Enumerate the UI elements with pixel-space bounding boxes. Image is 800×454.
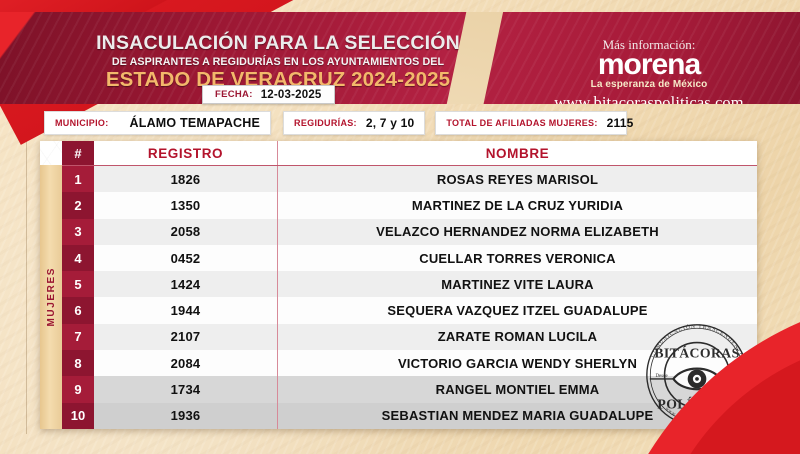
row-number: 7 bbox=[62, 323, 94, 351]
row-nombre: SEQUERA VAZQUEZ ITZEL GUADALUPE bbox=[278, 297, 757, 324]
table-row: 2 1350 MARTINEZ DE LA CRUZ YURIDIA bbox=[62, 192, 757, 219]
row-nombre: VICTORIO GARCIA WENDY SHERLYN bbox=[278, 350, 757, 377]
table-row: 9 1734 RANGEL MONTIEL EMMA bbox=[62, 376, 757, 403]
date-chip: FECHA: 12-03-2025 bbox=[202, 85, 335, 104]
table-row: 3 2058 VELAZCO HERNANDEZ NORMA ELIZABETH bbox=[62, 218, 757, 245]
row-number: 2 bbox=[62, 192, 94, 219]
total-women-label: TOTAL DE AFILIADAS MUJERES: bbox=[446, 118, 598, 128]
table-row: 7 2107 ZARATE ROMAN LUCILA bbox=[62, 323, 757, 351]
municipality-value: ÁLAMO TEMAPACHE bbox=[129, 116, 261, 130]
category-side-label: MUJERES bbox=[40, 165, 62, 429]
row-number: 3 bbox=[62, 218, 94, 245]
municipality-chip: MUNICIPIO: ÁLAMO TEMAPACHE bbox=[44, 111, 272, 135]
date-label: FECHA: bbox=[215, 89, 253, 100]
table-row: 6 1944 SEQUERA VAZQUEZ ITZEL GUADALUPE bbox=[62, 297, 757, 324]
row-number: 4 bbox=[62, 244, 94, 272]
title-line-1: INSACULACIÓN PARA LA SELECCIÓN bbox=[96, 32, 460, 54]
table-row: 5 1424 MARTINEZ VITE LAURA bbox=[62, 271, 757, 298]
row-registro: 0452 bbox=[94, 244, 278, 272]
row-registro: 1936 bbox=[94, 402, 278, 429]
row-nombre: ZARATE ROMAN LUCILA bbox=[278, 323, 757, 351]
results-table-card: MUJERES # REGISTRO NOMBRE 1 1826 ROSAS R… bbox=[40, 141, 757, 429]
row-number: 6 bbox=[62, 297, 94, 324]
row-registro: 2107 bbox=[94, 323, 278, 351]
row-number: 10 bbox=[62, 402, 94, 429]
row-number: 1 bbox=[62, 166, 94, 193]
row-nombre: ROSAS REYES MARISOL bbox=[278, 166, 757, 193]
table-header-row: # REGISTRO NOMBRE bbox=[62, 141, 757, 166]
row-registro: 1424 bbox=[94, 271, 278, 298]
info-bar: MUNICIPIO: ÁLAMO TEMAPACHE REGIDURÍAS: 2… bbox=[44, 111, 633, 135]
results-table: # REGISTRO NOMBRE 1 1826 ROSAS REYES MAR… bbox=[62, 141, 757, 429]
title-line-3: ESTADO DE VERACRUZ 2024-2025 bbox=[105, 68, 451, 92]
row-nombre: RANGEL MONTIEL EMMA bbox=[278, 376, 757, 403]
brand-block: Más información: morena La esperanza de … bbox=[540, 37, 758, 104]
total-women-chip: TOTAL DE AFILIADAS MUJERES: 2115 bbox=[435, 111, 633, 135]
row-registro: 1350 bbox=[94, 192, 278, 219]
row-registro: 2058 bbox=[94, 218, 278, 245]
page-title: INSACULACIÓN PARA LA SELECCIÓN DE ASPIRA… bbox=[78, 32, 478, 92]
row-nombre: MARTINEZ DE LA CRUZ YURIDIA bbox=[278, 192, 757, 219]
website-url[interactable]: www.bitacoraspoliticas.com bbox=[554, 92, 744, 104]
table-row: 10 1936 SEBASTIAN MENDEZ MARIA GUADALUPE bbox=[62, 402, 757, 429]
date-value: 12-03-2025 bbox=[260, 88, 322, 101]
row-number: 5 bbox=[62, 271, 94, 298]
table-row: 1 1826 ROSAS REYES MARISOL bbox=[62, 166, 757, 193]
regidurias-chip: REGIDURÍAS: 2, 7 y 10 bbox=[283, 111, 426, 135]
row-nombre: VELAZCO HERNANDEZ NORMA ELIZABETH bbox=[278, 218, 757, 245]
row-nombre: CUELLAR TORRES VERONICA bbox=[278, 244, 757, 272]
table-row: 8 2084 VICTORIO GARCIA WENDY SHERLYN bbox=[62, 350, 757, 377]
column-header-number: # bbox=[62, 141, 94, 165]
category-side-label-text: MUJERES bbox=[45, 267, 57, 327]
row-registro: 1944 bbox=[94, 297, 278, 324]
title-line-2: DE ASPIRANTES A REGIDURÍAS EN LOS AYUNTA… bbox=[111, 55, 445, 68]
row-registro: 1734 bbox=[94, 376, 278, 403]
left-frame-line bbox=[26, 104, 27, 434]
column-header-nombre: NOMBRE bbox=[485, 145, 550, 161]
regidurias-value: 2, 7 y 10 bbox=[365, 116, 415, 130]
table-row: 4 0452 CUELLAR TORRES VERONICA bbox=[62, 244, 757, 272]
total-women-value: 2115 bbox=[606, 116, 634, 130]
table-body: 1 1826 ROSAS REYES MARISOL 2 1350 MARTIN… bbox=[62, 166, 757, 429]
more-info-label: Más información: bbox=[602, 37, 696, 52]
regidurias-label: REGIDURÍAS: bbox=[294, 118, 357, 128]
row-nombre: SEBASTIAN MENDEZ MARIA GUADALUPE bbox=[278, 402, 757, 429]
header-band: INSACULACIÓN PARA LA SELECCIÓN DE ASPIRA… bbox=[0, 12, 800, 104]
column-header-registro: REGISTRO bbox=[94, 141, 278, 165]
row-number: 8 bbox=[62, 350, 94, 377]
row-number: 9 bbox=[62, 376, 94, 403]
morena-tagline: La esperanza de México bbox=[590, 78, 708, 90]
morena-logo-text: morena bbox=[597, 48, 701, 82]
row-nombre: MARTINEZ VITE LAURA bbox=[278, 271, 757, 298]
municipality-label: MUNICIPIO: bbox=[55, 118, 109, 128]
row-registro: 2084 bbox=[94, 350, 278, 377]
row-registro: 1826 bbox=[94, 166, 278, 193]
